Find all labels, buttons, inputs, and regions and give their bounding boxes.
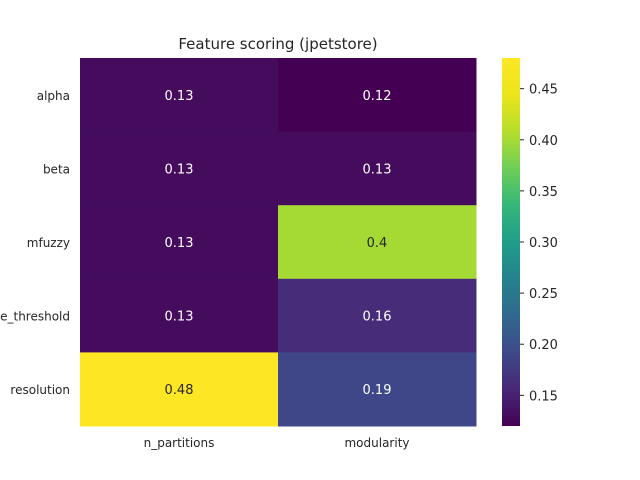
row-tick-label: beta [43, 162, 70, 176]
heatmap-cell [278, 205, 477, 280]
heatmap-cell [80, 205, 279, 280]
heatmap-cell [80, 131, 279, 206]
row-tick-label: alpha [37, 89, 70, 103]
colorbar-tick-label: 0.15 [529, 389, 558, 404]
row-tick-label: mfuzzy [27, 236, 70, 250]
cell-value-label: 0.12 [363, 89, 392, 104]
cell-value-label: 0.16 [363, 310, 392, 325]
heatmap-cell [80, 58, 279, 133]
colorbar: 0.15 0.20 0.25 0.30 0.35 0.40 0.45 [502, 58, 558, 426]
colorbar-tick-label: 0.30 [529, 236, 558, 251]
column-tick-label: n_partitions [144, 436, 215, 450]
cell-value-label: 0.4 [367, 236, 388, 251]
row-tick-label: edge_threshold [0, 310, 70, 324]
cell-value-label: 0.13 [165, 236, 194, 251]
cell-value-label: 0.19 [363, 383, 392, 398]
chart-title: Feature scoring (jpetstore) [178, 35, 377, 53]
cell-value-label: 0.13 [165, 310, 194, 325]
cell-value-label: 0.13 [165, 89, 194, 104]
colorbar-tick-label: 0.25 [529, 287, 558, 302]
column-labels: n_partitions modularity [144, 436, 410, 450]
heatmap-cells: 0.13 0.12 0.13 0.13 0.13 0.4 0.13 0.16 0.48 0.19 [80, 58, 477, 427]
heatmap-cell [278, 131, 477, 206]
colorbar-scale [502, 58, 520, 426]
heatmap-cell [278, 352, 477, 427]
cell-value-label: 0.13 [363, 162, 392, 177]
colorbar-tick-label: 0.40 [529, 134, 558, 149]
colorbar-tick-label: 0.35 [529, 185, 558, 200]
column-tick-label: modularity [344, 436, 409, 450]
cell-value-label: 0.48 [165, 383, 194, 398]
row-tick-label: resolution [10, 383, 70, 397]
row-labels: alpha beta mfuzzy edge_threshold resolution [0, 89, 70, 397]
heatmap-cell [278, 58, 477, 133]
cell-value-label: 0.13 [165, 162, 194, 177]
colorbar-tick-label: 0.20 [529, 338, 558, 353]
heatmap-cell [80, 278, 279, 353]
heatmap-cell [278, 278, 477, 353]
heatmap-cell [80, 352, 279, 427]
colorbar-tick-label: 0.45 [529, 83, 558, 98]
